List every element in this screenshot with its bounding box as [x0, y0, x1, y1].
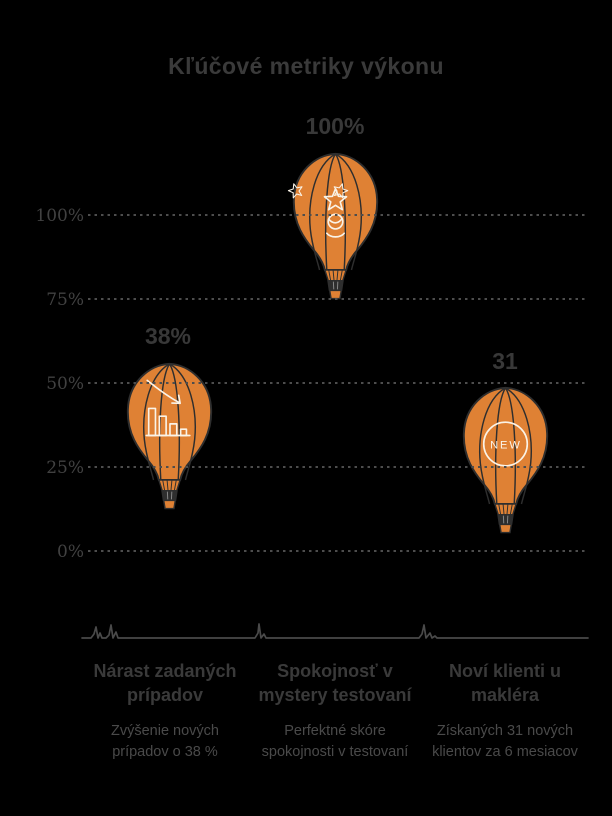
new-badge-text: NEW	[490, 439, 522, 451]
value-label-clients: 31	[492, 348, 518, 374]
gridline-100	[88, 214, 588, 216]
y-axis-label-75: 75%	[46, 290, 84, 310]
value-label-cases: 38%	[144, 323, 192, 349]
gridline-0	[88, 550, 588, 552]
grass-line-graphic	[81, 623, 589, 639]
footer-heading: Noví klienti u makléra	[448, 661, 562, 706]
balloon-new-clients: NEW	[457, 384, 554, 540]
y-axis-label-0: 0%	[57, 542, 84, 562]
footer-heading: Nárast zadaných prípadov	[93, 661, 237, 706]
hot-air-balloon-graphic	[287, 152, 379, 300]
hot-air-balloon-graphic: NEW	[462, 386, 549, 534]
footer-column-cases: Nárast zadaných prípadov Zvýšenie nových…	[83, 659, 247, 763]
footer-heading: Spokojnosť v mystery testovaní	[258, 661, 412, 706]
gridline-50	[88, 382, 588, 384]
footer-subtext: Získaných 31 nových klientov za 6 mesiac…	[432, 722, 578, 760]
gridline-75	[88, 298, 588, 300]
footer-column-mystery: Spokojnosť v mystery testovaní Perfektné…	[253, 659, 417, 763]
y-axis-label-100: 100%	[35, 206, 84, 226]
value-label-mystery: 100%	[305, 113, 365, 139]
page-title: Kľúčové metriky výkonu	[168, 53, 444, 79]
footer-column-clients: Noví klienti u makléra Získaných 31 nový…	[423, 659, 587, 763]
y-axis-label-25: 25%	[46, 458, 84, 478]
three-stars-rating-icon	[287, 183, 349, 238]
new-badge-icon: NEW	[482, 421, 529, 467]
footer-subtext: Perfektné skóre spokojnosti v testovaní	[261, 722, 409, 760]
footer-subtext: Zvýšenie nových prípadov o 38 %	[111, 722, 219, 760]
gridline-25	[88, 466, 588, 468]
y-axis-label-50: 50%	[46, 374, 84, 394]
ground-line	[78, 618, 592, 651]
balloon-mystery-satisfaction	[287, 150, 384, 306]
